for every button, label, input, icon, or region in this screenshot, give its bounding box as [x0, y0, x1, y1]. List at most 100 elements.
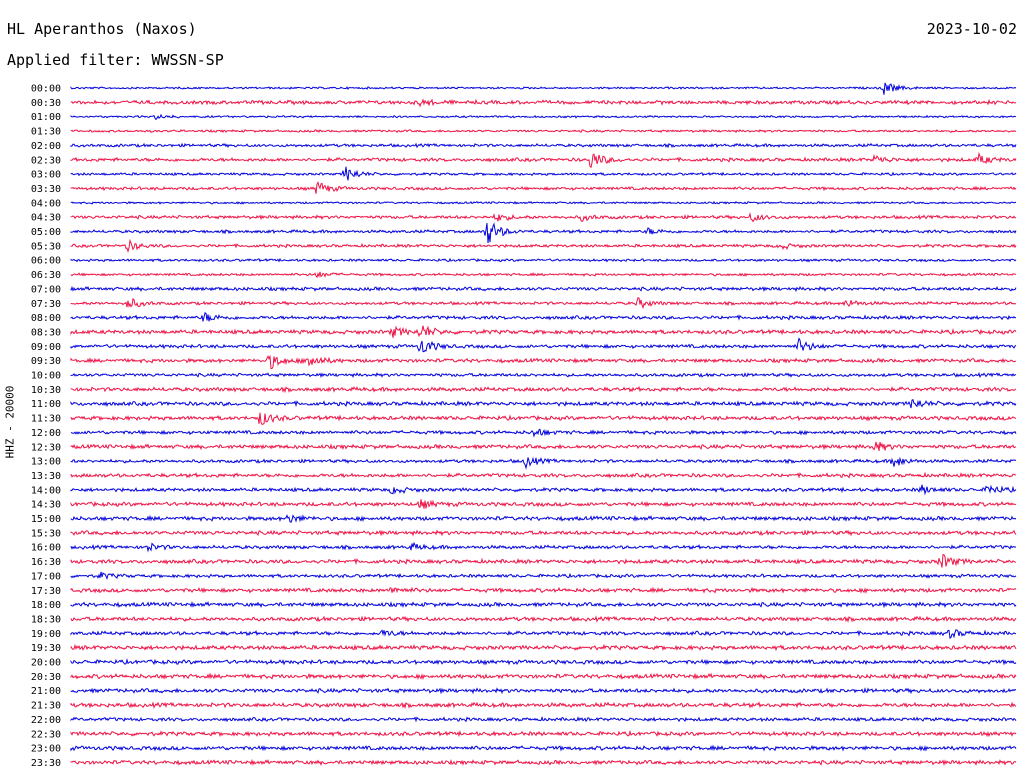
trace-label: 16:00	[31, 543, 61, 554]
trace-label: 03:30	[31, 184, 61, 195]
trace-line-0630	[70, 271, 1016, 279]
trace-line-1930	[70, 643, 1017, 652]
trace-label: 17:00	[31, 571, 61, 582]
trace-line-0500	[70, 222, 1017, 244]
trace-line-1130	[70, 412, 1017, 425]
trace-line-0730	[70, 297, 1017, 310]
trace-line-0700	[70, 285, 1017, 293]
trace-label: 10:00	[31, 371, 61, 382]
trace-label: 16:30	[31, 557, 61, 568]
trace-label: 17:30	[31, 586, 61, 597]
trace-line-1230	[70, 441, 1017, 451]
trace-label: 11:00	[31, 399, 61, 410]
trace-line-2330	[70, 758, 1017, 767]
trace-label: 06:00	[31, 256, 61, 267]
trace-line-0400	[70, 200, 1017, 205]
trace-label: 22:00	[31, 715, 61, 726]
trace-label: 23:30	[31, 758, 61, 769]
trace-line-0530	[70, 238, 1017, 254]
trace-line-1830	[70, 615, 1017, 623]
trace-label: 05:30	[31, 241, 61, 252]
trace-label: 09:30	[31, 356, 61, 367]
trace-label: 10:30	[31, 385, 61, 396]
trace-line-0330	[70, 181, 1017, 194]
trace-label: 07:30	[31, 299, 61, 310]
trace-line-0900	[70, 337, 1017, 353]
trace-line-2130	[70, 701, 1017, 710]
trace-label: 00:00	[31, 84, 61, 95]
date-label: 2023-10-02	[926, 20, 1017, 38]
trace-label: 00:30	[31, 98, 61, 109]
trace-line-1400	[70, 484, 1017, 496]
trace-line-1330	[70, 471, 1017, 479]
trace-line-0800	[70, 312, 1017, 322]
trace-line-0000	[70, 82, 1017, 95]
trace-line-1530	[70, 529, 1017, 537]
trace-label: 20:30	[31, 672, 61, 683]
trace-line-2200	[70, 715, 1017, 723]
trace-line-0130	[70, 129, 1017, 134]
trace-line-2100	[70, 687, 1017, 695]
trace-label: 04:00	[31, 198, 61, 209]
trace-label: 23:00	[31, 744, 61, 755]
trace-line-0930	[70, 354, 1017, 370]
trace-line-1300	[70, 456, 1017, 470]
trace-label: 14:30	[31, 500, 61, 511]
trace-line-1800	[70, 601, 1017, 609]
trace-line-1100	[70, 399, 1017, 409]
trace-label: 14:00	[31, 485, 61, 496]
trace-label: 08:30	[31, 327, 61, 338]
trace-line-1500	[70, 514, 1017, 524]
trace-line-1700	[70, 571, 1017, 581]
trace-line-0230	[70, 151, 1017, 169]
trace-label: 07:00	[31, 284, 61, 295]
trace-label: 11:30	[31, 414, 61, 425]
trace-label: 20:00	[31, 658, 61, 669]
trace-line-0030	[70, 98, 1017, 108]
trace-label: 21:30	[31, 701, 61, 712]
trace-line-2230	[70, 729, 1017, 738]
trace-label: 22:30	[31, 729, 61, 740]
trace-line-1730	[70, 586, 1017, 594]
trace-line-1030	[70, 385, 1017, 394]
trace-line-2030	[70, 672, 1017, 681]
trace-line-0300	[70, 166, 1017, 181]
trace-line-1000	[70, 372, 1017, 379]
trace-label: 18:30	[31, 614, 61, 625]
trace-line-0430	[70, 212, 1017, 223]
filter-label: Applied filter: WWSSN-SP	[7, 51, 224, 69]
trace-label: 02:00	[31, 141, 61, 152]
trace-line-1900	[70, 629, 1017, 640]
trace-line-1600	[70, 541, 1017, 553]
trace-label: 12:30	[31, 442, 61, 453]
trace-label: 13:30	[31, 471, 61, 482]
trace-line-1430	[70, 499, 1017, 509]
trace-label: 15:00	[31, 514, 61, 525]
trace-label: 05:00	[31, 227, 61, 238]
trace-line-2300	[70, 744, 1017, 752]
trace-label: 01:30	[31, 127, 61, 138]
station-title: HL Aperanthos (Naxos)	[7, 20, 197, 38]
trace-label: 12:00	[31, 428, 61, 439]
trace-label: 04:30	[31, 213, 61, 224]
trace-label: 03:00	[31, 170, 61, 181]
trace-label: 09:00	[31, 342, 61, 353]
trace-line-1200	[70, 428, 1017, 438]
trace-label: 18:00	[31, 600, 61, 611]
trace-line-0200	[70, 142, 1017, 149]
trace-label: 02:30	[31, 155, 61, 166]
trace-label: 06:30	[31, 270, 61, 281]
trace-label: 19:30	[31, 643, 61, 654]
trace-line-1630	[70, 553, 1017, 568]
trace-label: 08:00	[31, 313, 61, 324]
trace-line-0600	[70, 257, 1017, 263]
trace-label: 19:00	[31, 629, 61, 640]
trace-line-2000	[70, 658, 1017, 666]
trace-label: 21:00	[31, 686, 61, 697]
trace-label: 13:00	[31, 457, 61, 468]
trace-label: 15:30	[31, 528, 61, 539]
trace-line-0100	[70, 113, 1017, 121]
trace-line-0830	[70, 325, 1017, 338]
trace-label: 01:00	[31, 112, 61, 123]
